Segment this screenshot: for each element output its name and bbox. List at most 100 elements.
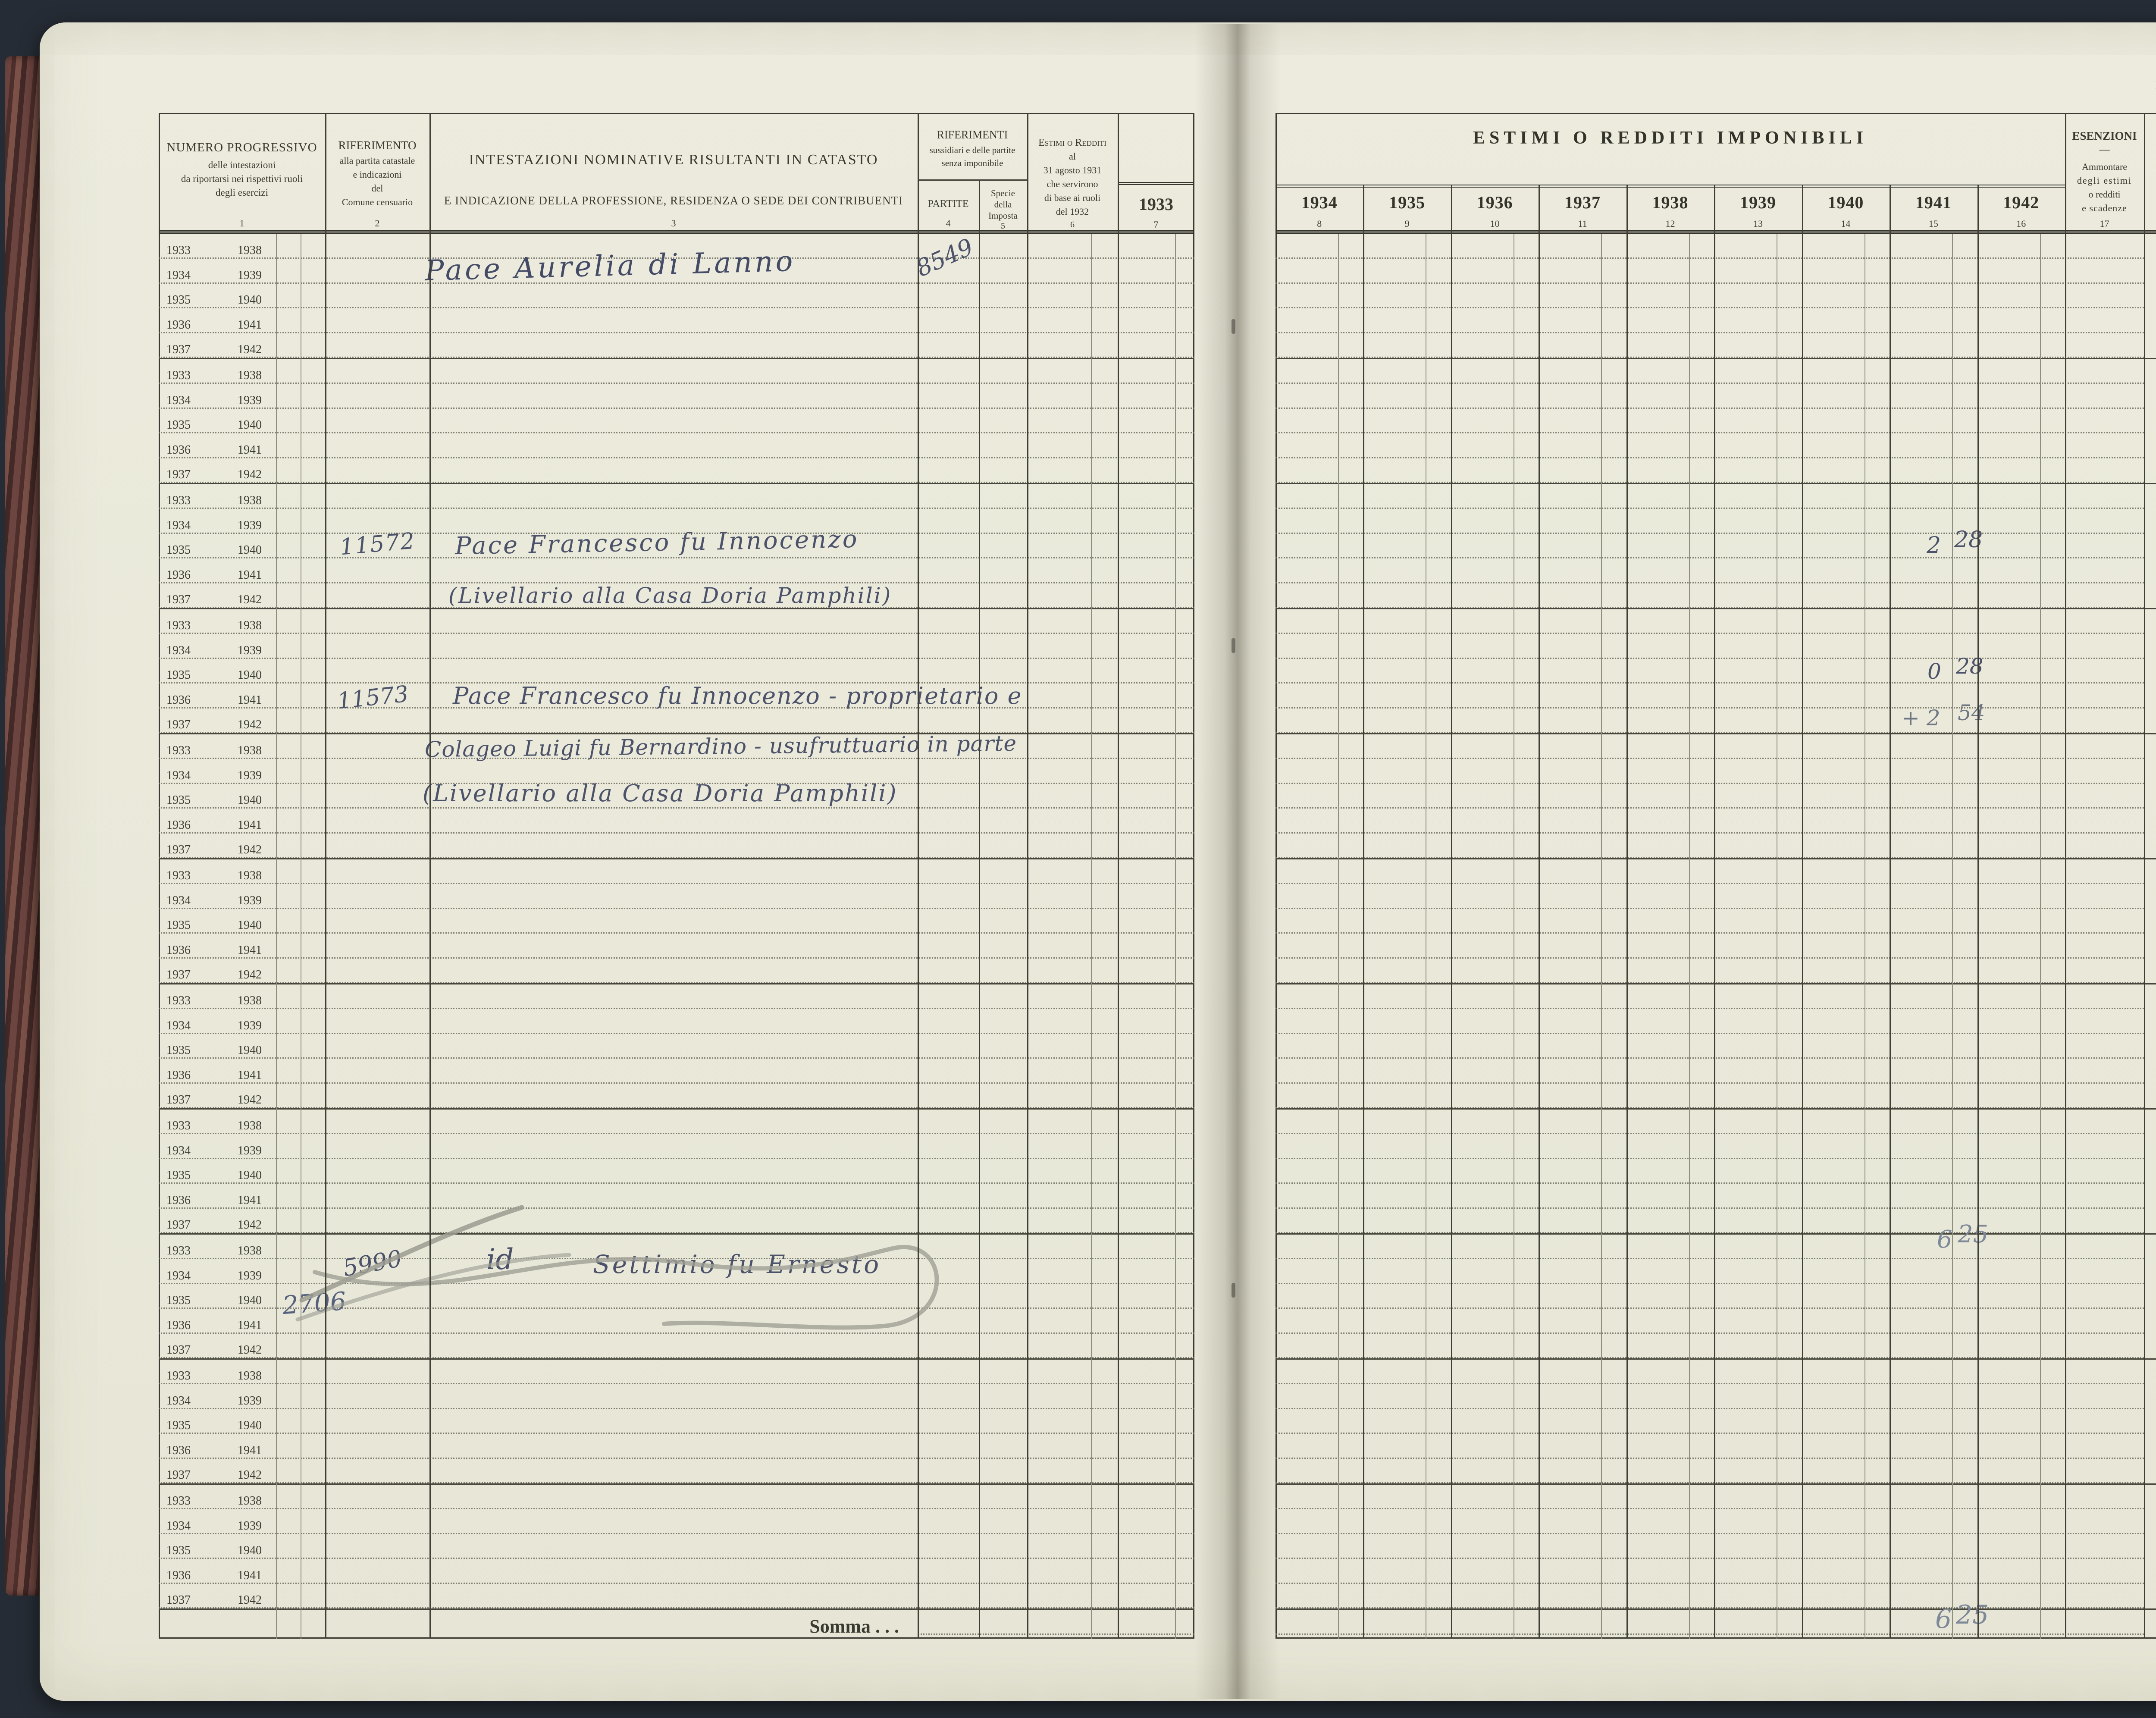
col-numero-progressivo-title: NUMERO PROGRESSIVO	[166, 141, 317, 154]
row-year-label: 1938	[238, 744, 262, 758]
col-esenzioni-line: o redditi	[2088, 189, 2121, 200]
row-writing-line	[1275, 1232, 2144, 1233]
table-row: 1936 1941	[159, 934, 1194, 959]
row-year-label: 1934	[166, 893, 191, 907]
year-column-number: 12	[1665, 218, 1675, 229]
hw-entry3-value2-1941-lire: + 2	[1902, 705, 1940, 730]
col-estimi-1931-line: 31 agosto 1931	[1043, 165, 1102, 176]
year-column-label: 1937	[1564, 193, 1601, 212]
year-column-label: 1940	[1827, 193, 1864, 212]
row-writing-line	[1275, 382, 2144, 384]
table-row	[1275, 1009, 2156, 1034]
year-column-label: 1936	[1476, 193, 1513, 212]
row-year-label: 1937	[166, 1218, 191, 1232]
col-number: 6	[1070, 220, 1075, 229]
row-writing-line	[159, 1133, 1194, 1135]
table-row	[1275, 1235, 2156, 1260]
table-row	[1275, 759, 2156, 784]
year-column-label: 1938	[1652, 193, 1689, 212]
row-year-label: 1941	[238, 1318, 262, 1332]
row-year-label: 1940	[238, 293, 262, 307]
row-writing-line	[159, 282, 1194, 284]
row-writing-line	[159, 382, 1194, 384]
row-block	[1275, 359, 2156, 484]
row-block: 1933 1938 1934 1939 1935 1940 1936 1941 1937 1942	[159, 734, 1194, 859]
row-block	[1275, 234, 2156, 359]
row-writing-line	[159, 307, 1194, 309]
year-column-label: 1941	[1915, 193, 1952, 212]
table-row	[1275, 284, 2156, 309]
book-spine	[5, 56, 45, 1596]
col-specie-line: della	[994, 199, 1012, 210]
table-grid-line	[1714, 185, 1716, 1639]
row-writing-line	[159, 356, 1194, 358]
row-writing-line	[1275, 633, 2144, 634]
row-writing-line	[159, 1008, 1194, 1009]
row-year-label: 1940	[238, 1044, 262, 1057]
table-grid-line	[1539, 185, 1540, 1639]
col-annotazioni-label: ANNOTAZIONI	[2144, 160, 2156, 179]
table-row: 1934 1939	[159, 1009, 1194, 1034]
row-year-label: 1938	[238, 494, 262, 508]
table-row: 1935 1940	[159, 784, 1194, 809]
col-esenzioni-line: degli estimi	[2077, 175, 2132, 186]
table-row: 1936 1941	[159, 1059, 1194, 1084]
row-year-label: 1942	[238, 1468, 262, 1482]
row-year-label: 1941	[238, 1443, 262, 1457]
table-grid-line	[1977, 185, 1979, 1639]
row-year-label: 1937	[166, 1593, 191, 1607]
row-year-label: 1940	[238, 1419, 262, 1433]
row-block	[1275, 1235, 2156, 1360]
table-row: 1933 1938	[159, 1110, 1194, 1135]
table-row	[1275, 1485, 2156, 1510]
table-row: 1937 1942	[159, 959, 1194, 983]
table-row	[1275, 1584, 2156, 1608]
table-grid-line	[1091, 234, 1092, 1639]
year-column-label: 1942	[2003, 193, 2040, 212]
table-row	[1275, 1409, 2156, 1434]
row-writing-line	[159, 731, 1194, 733]
table-grid-line	[1118, 113, 1119, 1639]
row-year-label: 1939	[238, 268, 262, 282]
row-block	[1275, 734, 2156, 859]
row-writing-line	[1275, 282, 2144, 284]
table-row: 1935 1940	[159, 909, 1194, 934]
table-row	[1275, 384, 2156, 409]
row-year-label: 1938	[238, 1494, 262, 1508]
table-row	[1275, 308, 2156, 333]
row-writing-line	[159, 257, 1194, 259]
row-year-label: 1937	[166, 467, 191, 481]
row-year-label: 1938	[238, 994, 262, 1008]
row-year-label: 1935	[166, 293, 191, 307]
table-row	[1275, 609, 2156, 634]
row-year-label: 1941	[238, 1568, 262, 1582]
right-table-body	[1275, 234, 2156, 1610]
table-row: 1934 1939	[159, 509, 1194, 534]
row-year-label: 1940	[238, 668, 262, 682]
row-year-label: 1933	[166, 1244, 191, 1258]
row-block: 1933 1938 1934 1939 1935 1940 1936 1941 1937 1942	[159, 609, 1194, 734]
row-year-label: 1934	[166, 268, 191, 282]
somma-dotted-line	[918, 1633, 1194, 1635]
row-writing-line	[159, 457, 1194, 458]
col-1933-label: 1933	[1139, 194, 1173, 214]
table-row: 1937 1942	[159, 1334, 1194, 1358]
row-year-label: 1940	[238, 1544, 262, 1558]
table-row	[1275, 659, 2156, 684]
row-year-label: 1941	[238, 818, 262, 832]
row-block: 1933 1938 1934 1939 1935 1940 1936 1941 1937 1942	[159, 1110, 1194, 1235]
col-number: 5	[1001, 221, 1005, 231]
table-row	[1275, 458, 2156, 483]
row-writing-line	[159, 907, 1194, 909]
row-year-label: 1934	[166, 1269, 191, 1282]
table-row: 1933 1938	[159, 234, 1194, 259]
row-writing-line	[1275, 1057, 2144, 1059]
row-writing-line	[159, 758, 1194, 759]
row-writing-line	[1275, 481, 2144, 483]
col-specie-line: Imposta	[988, 210, 1018, 221]
table-row	[1275, 359, 2156, 384]
table-row: 1934 1939	[159, 259, 1194, 284]
table-row: 1935 1940	[159, 659, 1194, 684]
table-row	[1275, 934, 2156, 959]
